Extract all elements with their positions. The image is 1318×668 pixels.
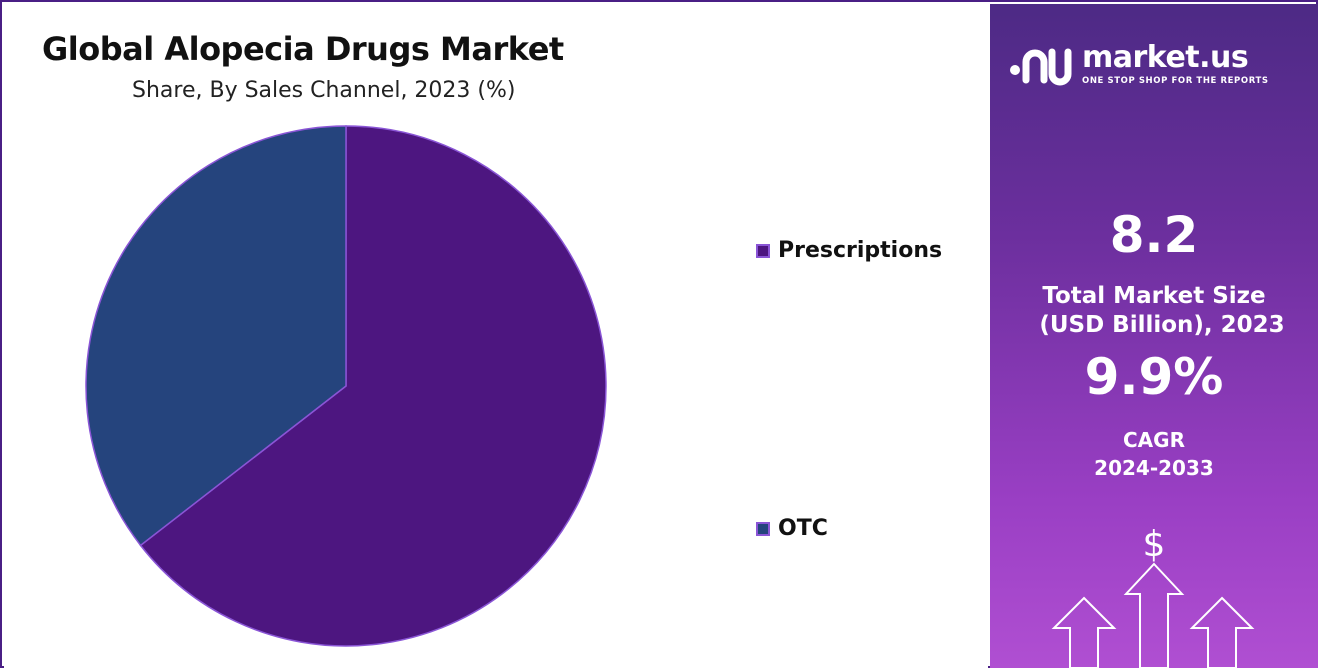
pie-slice-otc: [85, 125, 347, 547]
pie-slice-prescriptions: [139, 125, 607, 647]
dollar-growth-arrows-icon: $: [1051, 524, 1255, 668]
chart-panel: Global Alopecia Drugs Market Share, By S…: [4, 4, 988, 668]
legend-label-prescriptions: Prescriptions: [778, 238, 943, 263]
dollar-sign: $: [1143, 524, 1166, 565]
legend-swatch-prescriptions: [756, 243, 770, 258]
left-arrow: [1051, 596, 1117, 668]
chart-title: Global Alopecia Drugs Market: [42, 30, 564, 68]
legend-item-prescriptions: Prescriptions: [756, 238, 942, 263]
brand-tagline: ONE STOP SHOP FOR THE REPORTS: [1082, 75, 1269, 86]
brand-name: market.us: [1082, 39, 1249, 75]
right-arrow: [1189, 596, 1255, 668]
legend-item-otc: OTC: [756, 516, 828, 541]
center-arrow: [1123, 562, 1185, 668]
market-size-label-line1: Total Market Size: [1042, 283, 1266, 309]
legend-swatch-otc: [756, 521, 770, 536]
stats-sidebar: market.us ONE STOP SHOP FOR THE REPORTS …: [990, 4, 1318, 668]
market-size-value: 8.2: [1109, 206, 1199, 264]
legend-label-otc: OTC: [778, 516, 828, 541]
market-us-logo-icon: [1010, 48, 1072, 86]
pie-chart: [85, 125, 607, 647]
cagr-label: CAGR: [1123, 428, 1185, 452]
cagr-period: 2024-2033: [1094, 456, 1214, 480]
chart-subtitle: Share, By Sales Channel, 2023 (%): [132, 78, 516, 103]
market-size-label-line2: (USD Billion), 2023: [1039, 312, 1285, 338]
brand-logo: market.us ONE STOP SHOP FOR THE REPORTS: [1008, 40, 1269, 88]
cagr-value: 9.9%: [1084, 348, 1224, 406]
